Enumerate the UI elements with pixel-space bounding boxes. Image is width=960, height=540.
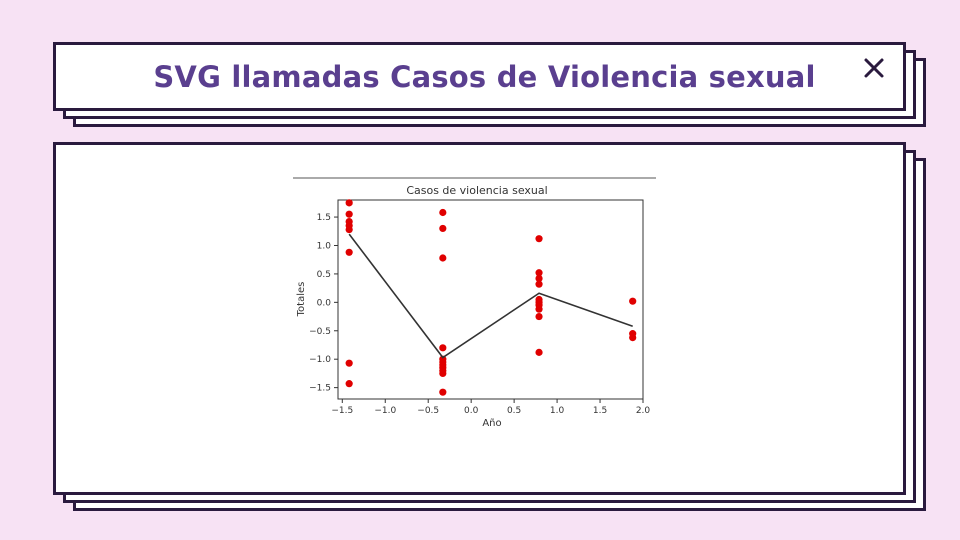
y-tick-label: 0.5 [317, 270, 331, 280]
data-point [535, 269, 543, 277]
y-tick-label: −0.5 [309, 327, 331, 337]
x-tick-label: 1.0 [550, 406, 565, 416]
chart-title: Casos de violencia sexual [406, 184, 547, 197]
data-point [439, 388, 447, 396]
close-button[interactable] [861, 55, 887, 81]
chart-plot-area: −1.5 −1.0 −0.5 0.0 0.5 1.0 1.5 2.0 1.5 1.0 0.5 0.0 −… [309, 199, 650, 416]
trend-line [348, 233, 633, 359]
data-point [629, 333, 637, 342]
data-point [439, 369, 447, 378]
x-tick-label: 0.0 [464, 406, 479, 416]
data-point [345, 210, 353, 218]
y-tick-label: −1.0 [309, 355, 331, 365]
data-point [345, 199, 353, 207]
title-window: SVG llamadas Casos de Violencia sexual [53, 42, 906, 111]
x-tick-label: 1.5 [593, 406, 607, 416]
y-tick-label: 0.0 [317, 298, 332, 308]
data-point [535, 235, 543, 243]
data-point [535, 348, 543, 356]
data-point [345, 248, 353, 256]
chart-x-label: Año [482, 418, 501, 429]
data-point [345, 359, 353, 367]
data-point [535, 305, 543, 313]
data-point [439, 224, 447, 233]
y-tick-label: −1.5 [309, 384, 331, 394]
data-point [345, 225, 353, 234]
close-icon [864, 58, 884, 78]
data-point [439, 254, 447, 262]
chart: Casos de violencia sexual Año Totales −1… [293, 177, 656, 429]
page-title: SVG llamadas Casos de Violencia sexual [153, 59, 816, 94]
x-tick-label: −1.0 [374, 406, 396, 416]
chart-y-label: Totales [296, 282, 307, 318]
data-point [629, 297, 637, 305]
data-point [535, 312, 543, 321]
y-tick-label: 1.0 [317, 241, 332, 251]
x-tick-label: 0.5 [507, 406, 521, 416]
data-point [345, 380, 353, 388]
x-tick-label: 2.0 [636, 406, 651, 416]
content-window: Casos de violencia sexual Año Totales −1… [53, 142, 906, 495]
y-tick-label: 1.5 [317, 213, 331, 223]
data-point [535, 274, 543, 283]
data-point [439, 208, 447, 217]
data-point [439, 344, 447, 352]
x-tick-label: −0.5 [417, 406, 439, 416]
data-point [535, 280, 543, 288]
x-tick-label: −1.5 [331, 406, 353, 416]
chart-frame [337, 199, 644, 400]
